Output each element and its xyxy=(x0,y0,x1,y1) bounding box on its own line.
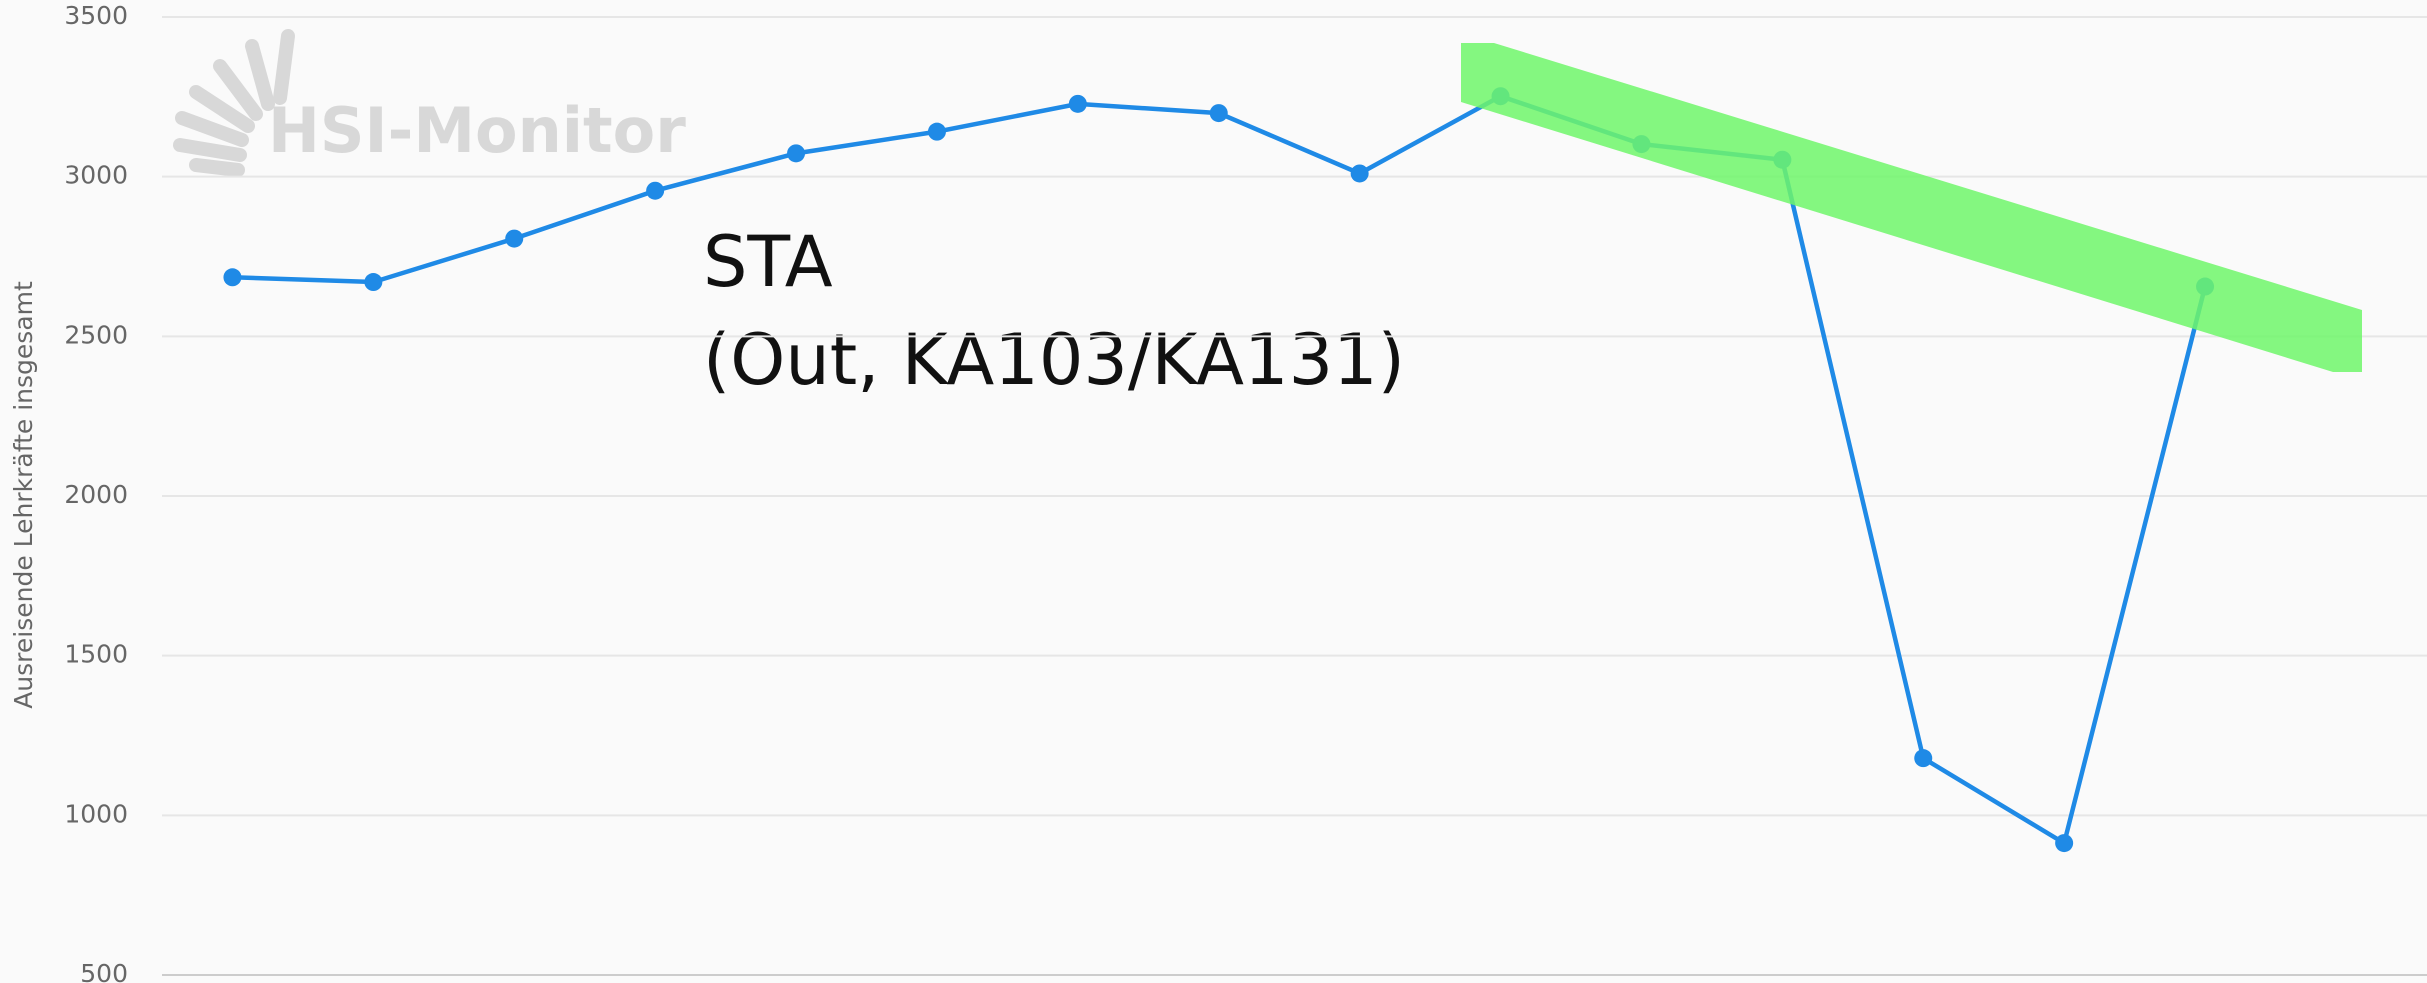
y-tick-label: 1000 xyxy=(64,799,128,828)
marker xyxy=(1350,164,1369,183)
marker xyxy=(364,273,383,292)
y-tick-label: 1500 xyxy=(64,640,128,669)
y-tick-label: 500 xyxy=(80,959,128,983)
watermark: HSI-Monitor xyxy=(268,94,686,167)
marker xyxy=(2055,834,2074,853)
y-tick-label: 3500 xyxy=(64,1,128,30)
marker xyxy=(787,144,806,163)
annotation: (Out, KA103/KA131) xyxy=(703,319,1405,401)
trend-highlight xyxy=(1461,43,2362,372)
y-tick-label: 2000 xyxy=(64,480,128,509)
watermark-logo xyxy=(173,29,295,177)
marker xyxy=(505,229,524,248)
marker xyxy=(1914,749,1933,768)
marker xyxy=(1209,104,1228,123)
annotation: STA xyxy=(703,221,833,303)
marker xyxy=(927,122,946,141)
marker xyxy=(1068,94,1087,113)
marker xyxy=(223,268,242,287)
y-axis-title: Ausreisende Lehrkräfte insgesamt xyxy=(9,281,38,709)
y-tick-label: 2500 xyxy=(64,320,128,349)
y-tick-label: 3000 xyxy=(64,161,128,190)
marker xyxy=(646,181,665,200)
